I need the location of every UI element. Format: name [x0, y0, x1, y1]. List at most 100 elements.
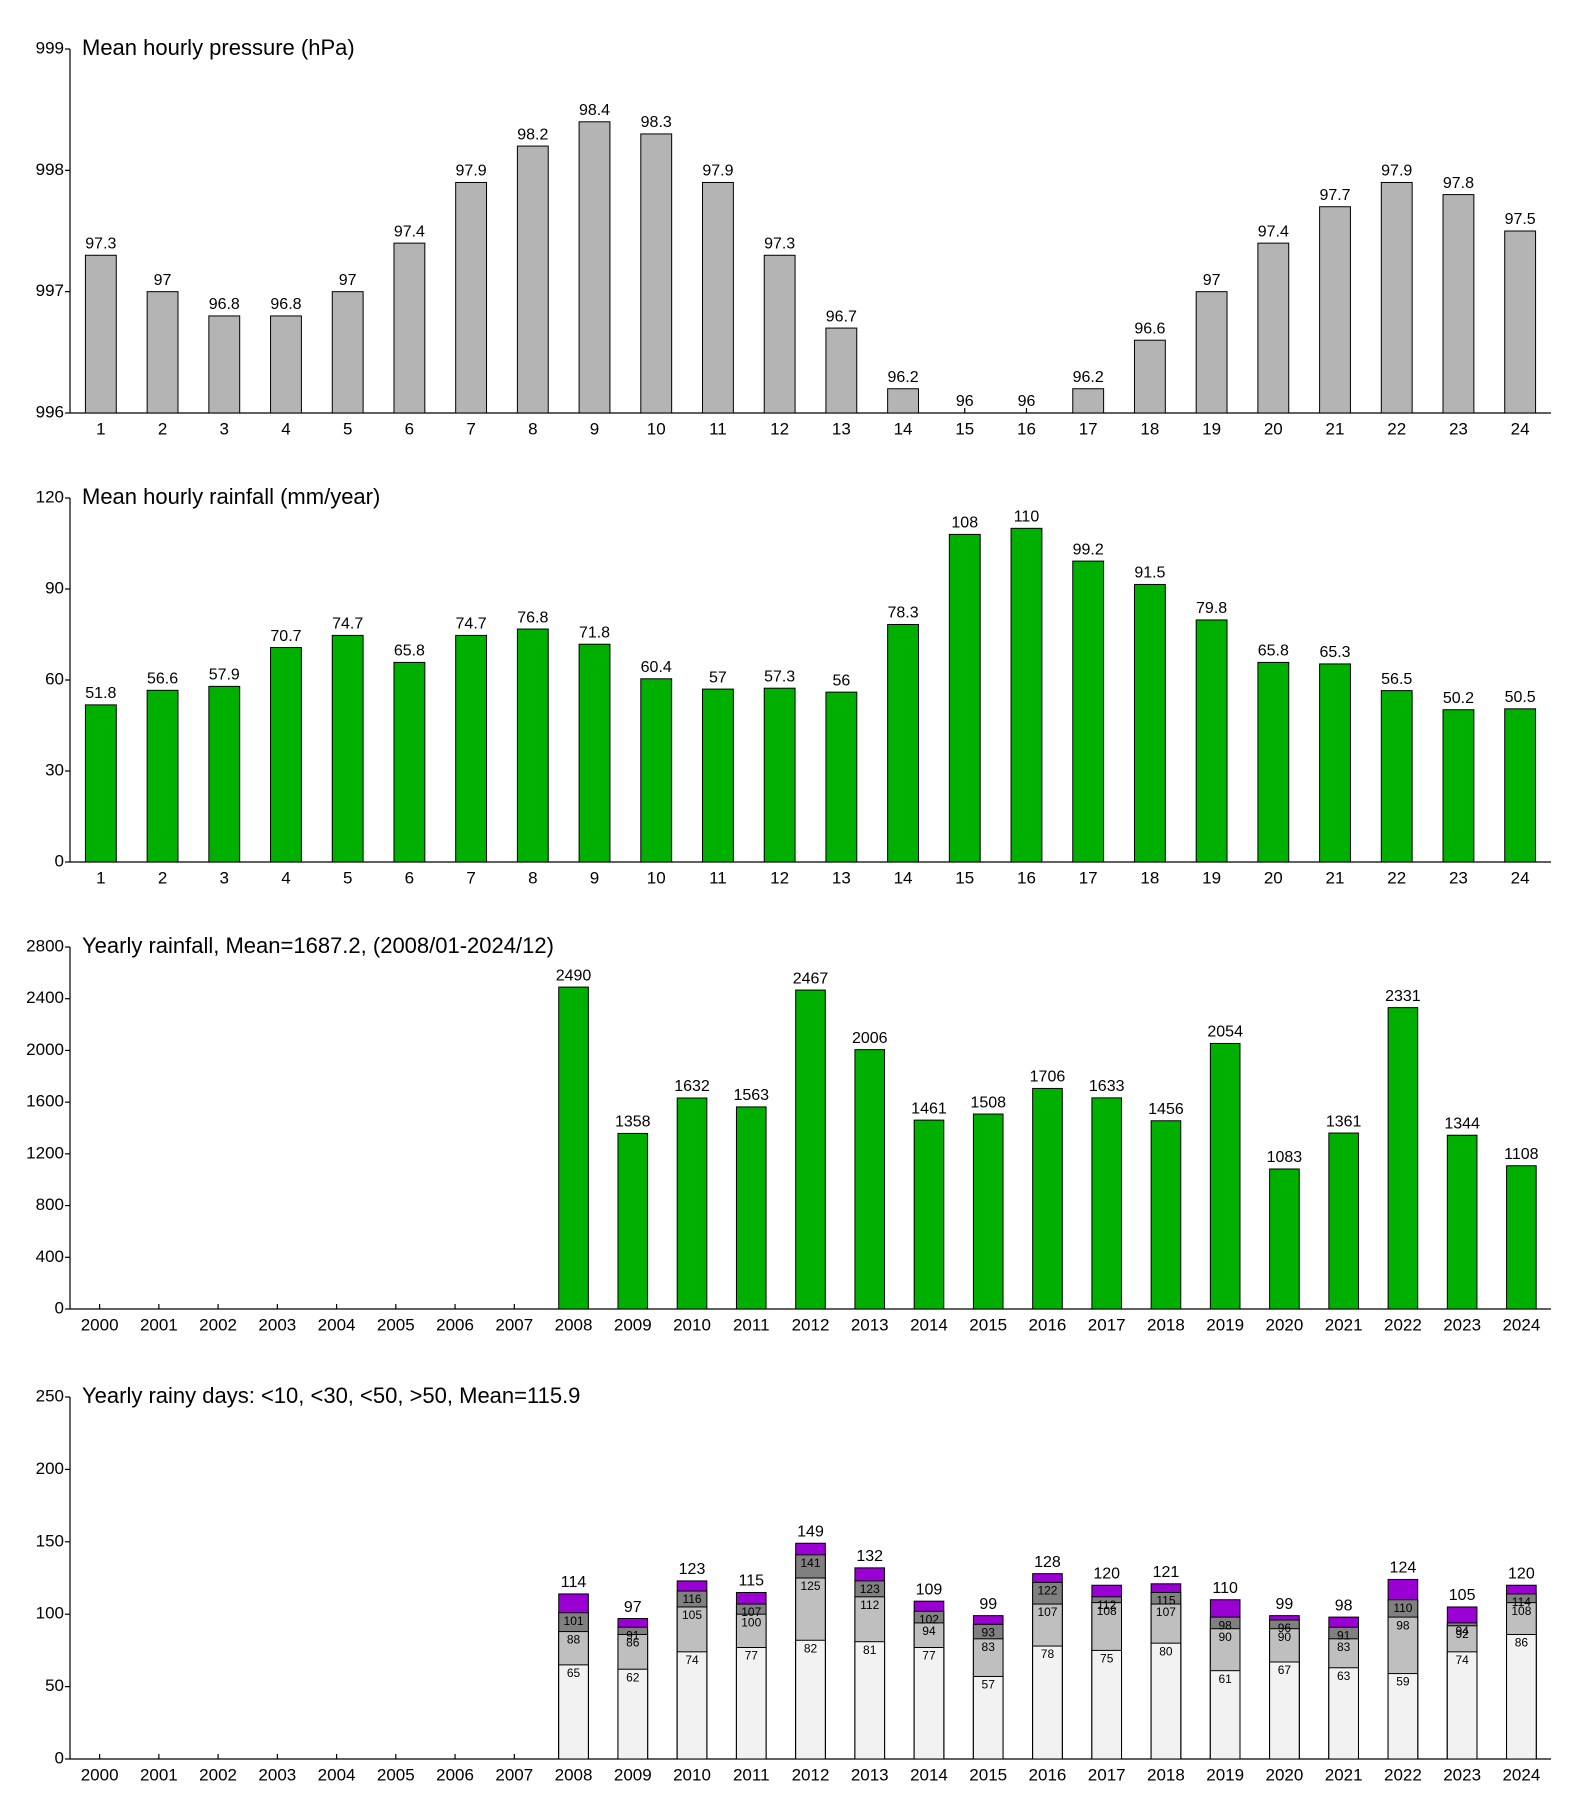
segment-label: 57 [982, 1678, 996, 1692]
bar [676, 1097, 708, 1310]
segment-label: 61 [1219, 1672, 1233, 1686]
x-tick-label: 2011 [733, 1765, 770, 1784]
bar-segment [854, 1641, 886, 1760]
data-label: 121 [1153, 1564, 1180, 1581]
x-tick-label: 2014 [910, 1765, 948, 1784]
bar-segment [795, 1639, 826, 1760]
data-label: 1456 [1148, 1101, 1184, 1118]
x-tick-label: 7 [466, 868, 475, 887]
segment-label: 108 [1511, 1604, 1531, 1618]
x-tick-label: 11 [709, 868, 727, 887]
x-tick-label: 15 [955, 419, 974, 438]
x-tick-label: 2001 [140, 1315, 178, 1334]
x-tick-label: 2024 [1502, 1765, 1540, 1784]
segment-label: 77 [745, 1649, 759, 1663]
x-tick-label: 2 [158, 868, 167, 887]
x-tick-label: 5 [343, 868, 352, 887]
bar-segment [617, 1668, 649, 1760]
data-label: 65.8 [1258, 643, 1289, 660]
bar [1506, 1165, 1537, 1310]
x-tick-label: 12 [770, 419, 789, 438]
data-label: 96.8 [270, 296, 301, 313]
bar [640, 133, 673, 414]
bar [1319, 206, 1351, 414]
data-label: 149 [797, 1523, 824, 1540]
x-tick-label: 2014 [910, 1315, 948, 1334]
bar [578, 643, 611, 863]
bar [1380, 181, 1413, 414]
bar [270, 315, 302, 414]
bar [1442, 709, 1475, 863]
x-tick-label: 9 [590, 419, 599, 438]
x-tick-label: 2021 [1325, 1765, 1363, 1784]
segment-label: 86 [626, 1636, 640, 1650]
segment-label: 59 [1396, 1675, 1410, 1689]
segment-label: 93 [982, 1626, 996, 1640]
bar [1195, 619, 1228, 863]
bar [516, 145, 549, 414]
x-tick-label: 20 [1264, 419, 1283, 438]
bar [1195, 291, 1228, 414]
x-tick-label: 8 [528, 868, 537, 887]
bar-segment [1446, 1651, 1478, 1760]
data-label: 1083 [1267, 1149, 1303, 1166]
data-label: 97 [339, 272, 357, 289]
bar [331, 634, 364, 863]
data-label: 65.8 [394, 643, 425, 660]
bar [887, 388, 919, 414]
x-tick-label: 22 [1387, 419, 1406, 438]
x-tick-label: 2020 [1266, 1765, 1304, 1784]
segment-label: 94 [922, 1624, 936, 1638]
data-label: 110 [1014, 509, 1040, 526]
x-tick-label: 7 [466, 419, 475, 438]
x-tick-label: 2010 [673, 1315, 711, 1334]
data-label: 65.3 [1319, 644, 1350, 661]
x-tick-label: 2019 [1206, 1765, 1244, 1784]
x-tick-label: 19 [1202, 868, 1221, 887]
x-tick-label: 13 [832, 868, 851, 887]
bar-segment [972, 1675, 1004, 1760]
bar [455, 181, 488, 414]
segment-label: 78 [1041, 1647, 1055, 1661]
data-label: 105 [1449, 1587, 1476, 1604]
data-label: 1461 [911, 1100, 947, 1117]
bar-segment [735, 1647, 767, 1760]
x-tick-label: 20 [1264, 868, 1283, 887]
bar [1387, 1007, 1419, 1310]
x-tick-label: 1 [96, 868, 105, 887]
chart-title: Mean hourly pressure (hPa) [82, 35, 355, 60]
bar [702, 181, 734, 414]
bar [516, 628, 549, 863]
segment-label: 125 [800, 1579, 820, 1593]
bar [455, 634, 488, 863]
data-label: 2006 [852, 1030, 888, 1047]
bar [702, 688, 734, 863]
data-label: 110 [1212, 1580, 1238, 1597]
bar [146, 689, 179, 863]
data-label: 56.5 [1381, 671, 1412, 688]
y-tick-label: 800 [36, 1195, 64, 1214]
x-tick-label: 2001 [140, 1765, 178, 1784]
bar [393, 661, 426, 863]
data-label: 1508 [970, 1094, 1006, 1111]
segment-label: 98 [1396, 1618, 1410, 1632]
x-tick-label: 15 [955, 868, 974, 887]
x-tick-label: 22 [1387, 868, 1406, 887]
bar [1072, 388, 1105, 414]
segment-label: 122 [1037, 1584, 1057, 1598]
x-tick-label: 6 [405, 868, 414, 887]
x-tick-label: 2018 [1147, 1315, 1185, 1334]
y-tick-label: 1600 [26, 1092, 64, 1111]
data-label: 99 [979, 1596, 997, 1613]
segment-label: 112 [1097, 1598, 1116, 1612]
x-tick-label: 11 [709, 419, 727, 438]
bar [208, 315, 241, 414]
bar-segment [1150, 1642, 1182, 1760]
x-tick-label: 16 [1017, 419, 1036, 438]
data-label: 96.2 [887, 369, 918, 386]
segment-label: 67 [1278, 1663, 1292, 1677]
bar-segment [1269, 1661, 1300, 1760]
x-tick-label: 2008 [555, 1315, 593, 1334]
bar [1380, 690, 1413, 863]
bar [763, 687, 796, 863]
